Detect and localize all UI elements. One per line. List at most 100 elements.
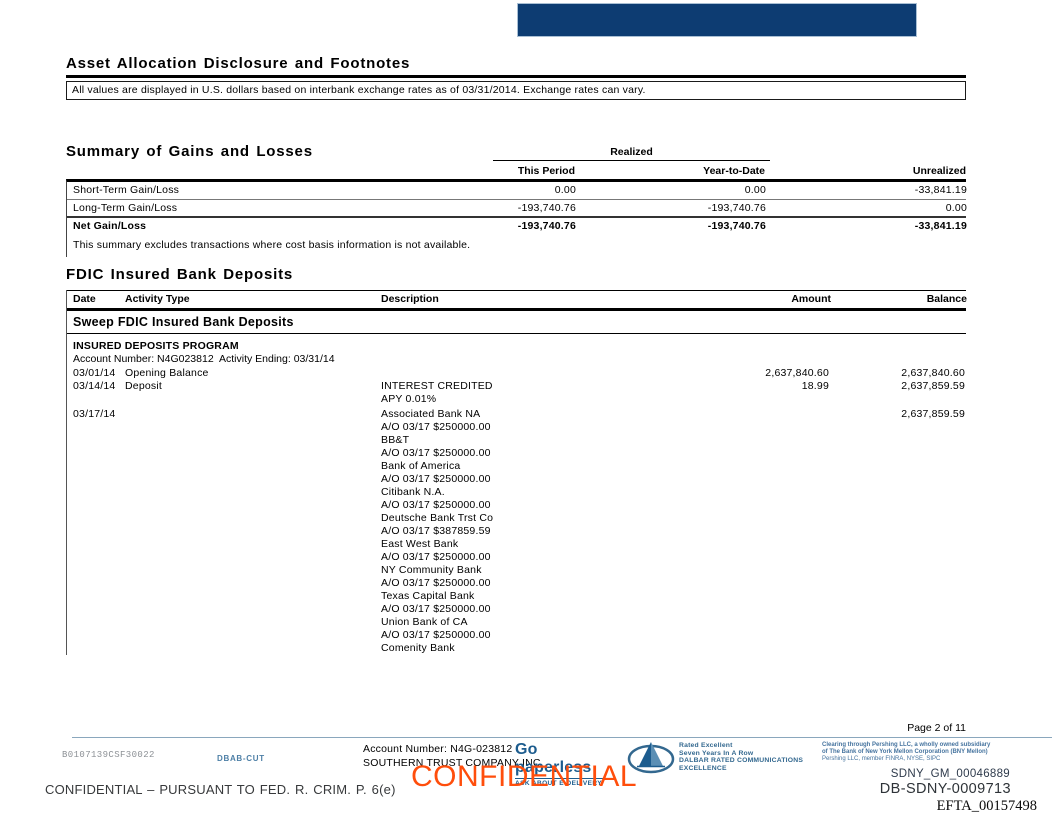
gains-col-this-period: This Period <box>517 165 575 177</box>
cell-ytd: -193,740.76 <box>707 201 766 214</box>
bates-number-efta: EFTA_00157498 <box>936 798 1037 814</box>
cell-this-period: -193,740.76 <box>517 201 576 214</box>
exchange-rate-note: All values are displayed in U.S. dollars… <box>66 81 966 100</box>
dalbar-rating-text: Rated Excellent Seven Years In A Row DAL… <box>679 742 803 772</box>
cell-this-period: 0.00 <box>554 184 576 196</box>
cell-description: INTEREST CREDITED APY 0.01% <box>381 380 681 406</box>
cell-balance: 2,637,859.59 <box>901 408 965 420</box>
description-line: Associated Bank NA <box>381 408 481 420</box>
dalbar-line: DALBAR RATED COMMUNICATIONS <box>679 757 804 765</box>
fdic-account-line: Account Number: N4G023812 Activity Endin… <box>67 352 966 367</box>
dalbar-pyramid-icon <box>627 740 675 781</box>
section-gains-losses: Summary of Gains and Losses Realized Thi… <box>66 143 967 257</box>
fdic-col-amount: Amount <box>791 293 831 305</box>
cell-balance: 2,637,859.59 <box>901 380 965 392</box>
description-line: NY Community Bank <box>381 564 482 576</box>
table-row: Short-Term Gain/Loss 0.00 0.00 -33,841.1… <box>67 182 967 200</box>
cell-amount: 2,637,840.60 <box>765 367 829 379</box>
table-row: 03/17/14 Associated Bank NA A/O 03/17 $2… <box>67 408 966 655</box>
section-title-gains: Summary of Gains and Losses <box>66 143 313 160</box>
table-row-total: Net Gain/Loss -193,740.76 -193,740.76 -3… <box>67 218 967 235</box>
go-paperless-title: Go paperless <box>515 741 615 779</box>
cell-activity: Opening Balance <box>125 367 209 379</box>
description-line: A/O 03/17 $250000.00 <box>381 499 491 511</box>
gains-col-unrealized: Unrealized <box>912 165 966 177</box>
gains-col-ytd: Year-to-Date <box>703 165 765 177</box>
fdic-column-headers: Date Activity Type Description Amount Ba… <box>67 290 967 311</box>
cell-unrealized: -33,841.19 <box>914 220 967 232</box>
cell-date: 03/17/14 <box>73 408 116 420</box>
fdic-program-name: INSURED DEPOSITS PROGRAM <box>73 340 239 352</box>
plan-code: DBAB-CUT <box>217 754 265 763</box>
description-line: A/O 03/17 $250000.00 <box>381 629 491 641</box>
table-row: Long-Term Gain/Loss -193,740.76 -193,740… <box>67 200 967 218</box>
bates-number-sdny: SDNY_GM_00046889 <box>890 768 1010 780</box>
description-line: A/O 03/17 $250000.00 <box>381 551 491 563</box>
footer-account-number: Account Number: N4G-023812 <box>363 743 513 755</box>
description-line: A/O 03/17 $250000.00 <box>381 473 491 485</box>
description-line: Deutsche Bank Trst Co <box>381 512 494 524</box>
cell-balance: 2,637,840.60 <box>901 367 965 379</box>
table-row: 03/01/14 Opening Balance 2,637,840.60 2,… <box>67 367 966 380</box>
fdic-col-activity: Activity Type <box>125 293 190 305</box>
description-line: A/O 03/17 $250000.00 <box>381 603 491 615</box>
section-title-fdic: FDIC Insured Bank Deposits <box>66 266 294 283</box>
pershing-line: Clearing through Pershing LLC, a wholly … <box>822 742 991 748</box>
description-line: APY 0.01% <box>381 393 437 405</box>
section-fdic-deposits: FDIC Insured Bank Deposits Date Activity… <box>66 266 967 655</box>
cell-description: Associated Bank NA A/O 03/17 $250000.00 … <box>381 408 681 655</box>
footer-divider <box>72 737 1052 738</box>
fdic-account-number: Account Number: N4G023812 <box>73 353 214 365</box>
fdic-activity-ending: Activity Ending: 03/31/14 <box>219 353 335 365</box>
description-line: BB&T <box>381 434 410 446</box>
go-paperless-promo: Go paperless ASK ABOUT E-DELIVERY <box>515 741 615 787</box>
fdic-col-balance: Balance <box>926 293 967 305</box>
gains-column-headers: This Period Year-to-Date Unrealized <box>66 165 966 177</box>
realized-span-header: Realized <box>493 146 770 161</box>
footer-company-name: SOUTHERN TRUST COMPANY INC <box>363 757 541 769</box>
description-line: A/O 03/17 $250000.00 <box>381 577 491 589</box>
pershing-disclosure: Clearing through Pershing LLC, a wholly … <box>822 742 1032 763</box>
cell-date: 03/14/14 <box>73 380 116 392</box>
dalbar-line: Seven Years In A Row <box>679 749 754 757</box>
footer-account-block: Account Number: N4G-023812 SOUTHERN TRUS… <box>363 742 541 770</box>
description-line: Citibank N.A. <box>381 486 445 498</box>
cell-amount <box>681 408 831 655</box>
fdic-col-date: Date <box>73 293 96 305</box>
description-line: East West Bank <box>381 538 459 550</box>
fdic-table: Date Activity Type Description Amount Ba… <box>66 290 967 655</box>
gains-table-body: Short-Term Gain/Loss 0.00 0.00 -33,841.1… <box>66 179 967 257</box>
description-line: Texas Capital Bank <box>381 590 475 602</box>
row-label: Net Gain/Loss <box>73 220 147 232</box>
confidential-watermark: CONFIDENTIAL <box>411 760 638 793</box>
gains-footnote: This summary excludes transactions where… <box>73 238 471 251</box>
go-paperless-subtitle: ASK ABOUT E-DELIVERY <box>515 780 602 787</box>
gains-table-header: Summary of Gains and Losses Realized Thi… <box>66 143 966 179</box>
batch-code: B0107139CSF30022 <box>62 750 155 760</box>
row-label: Short-Term Gain/Loss <box>73 184 180 196</box>
description-line: Union Bank of CA <box>381 616 468 628</box>
confidential-legend: CONFIDENTIAL – PURSUANT TO FED. R. CRIM.… <box>45 782 396 797</box>
cell-this-period: -193,740.76 <box>517 220 576 232</box>
bates-number-db-sdny: DB-SDNY-0009713 <box>879 781 1011 797</box>
dalbar-line: Rated Excellent <box>679 742 733 749</box>
pershing-line: of The Bank of New York Mellon Corporati… <box>822 749 988 755</box>
page-number: Page 2 of 11 <box>907 722 966 734</box>
description-line: Bank of America <box>381 460 461 472</box>
cell-activity <box>125 408 381 655</box>
section-title-disclosure: Asset Allocation Disclosure and Footnote… <box>66 55 966 78</box>
cell-description <box>381 367 681 380</box>
gains-col-spacer <box>66 165 415 177</box>
cell-date: 03/01/14 <box>73 367 116 379</box>
pershing-line: Pershing LLC, member FINRA, NYSE, SIPC <box>822 756 941 762</box>
row-label: Long-Term Gain/Loss <box>73 201 178 214</box>
fdic-group-header: Sweep FDIC Insured Bank Deposits <box>67 311 966 334</box>
fdic-col-description: Description <box>381 293 439 305</box>
description-line: Comenity Bank <box>381 642 455 654</box>
redaction-bar <box>517 3 917 37</box>
description-line: A/O 03/17 $387859.59 <box>381 525 491 537</box>
description-line: A/O 03/17 $250000.00 <box>381 421 491 433</box>
cell-amount: 18.99 <box>801 380 829 392</box>
table-row: 03/14/14 Deposit INTEREST CREDITED APY 0… <box>67 380 966 406</box>
